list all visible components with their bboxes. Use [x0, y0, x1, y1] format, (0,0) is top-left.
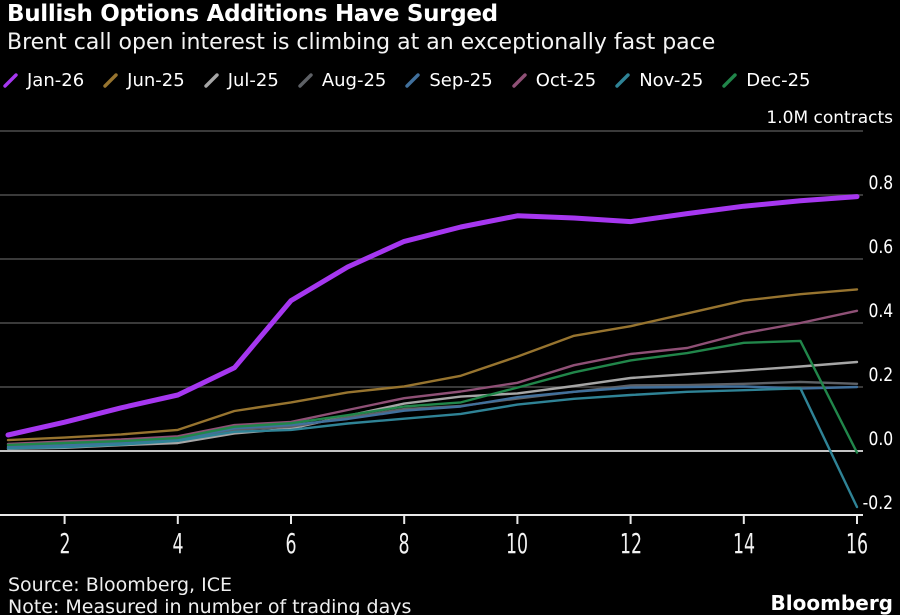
legend-item-label: Aug-25: [321, 70, 387, 91]
y-axis-label: 0.8: [868, 172, 893, 194]
page-subtitle: Brent call open interest is climbing at …: [7, 30, 716, 55]
legend-slash-icon: [203, 73, 219, 88]
x-axis-label: 14: [732, 527, 755, 560]
legend-item-label: Sep-25: [429, 70, 493, 91]
legend-item-sep-25: Sep-25: [405, 70, 493, 91]
legend-slash-icon: [103, 73, 118, 88]
legend-item-label: Nov-25: [639, 70, 704, 91]
series-line-jun-25: [6, 288, 859, 442]
x-axis-label: 10: [506, 527, 529, 560]
x-axis-label: 4: [172, 527, 184, 560]
source-text: Source: Bloomberg, ICE: [8, 574, 233, 596]
note-text: Note: Measured in number of trading days: [8, 596, 412, 615]
legend-slash-icon: [298, 73, 313, 88]
y-axis-label: -0.2: [862, 492, 893, 514]
legend-slash-icon: [405, 73, 421, 88]
bloomberg-logo: Bloomberg: [770, 591, 893, 615]
legend-item-label: Oct-25: [535, 70, 597, 91]
legend-slash-icon: [722, 73, 737, 88]
legend-item-dec-25: Dec-25: [722, 70, 811, 91]
series-line-dec-25: [6, 339, 859, 454]
legend-slash-icon: [3, 73, 18, 88]
legend-item-label: Jul-25: [227, 70, 279, 91]
x-axis-label: 16: [845, 527, 869, 560]
legend-slash-icon: [511, 73, 527, 88]
legend-item-jun-25: Jun-25: [103, 70, 185, 91]
unit-label: 1.0M contracts: [766, 108, 893, 128]
legend-item-label: Dec-25: [746, 70, 811, 91]
series-line-jul-25: [6, 360, 859, 450]
y-axis-label: 0.2: [868, 364, 893, 386]
x-axis-label: 12: [619, 527, 642, 560]
legend-item-oct-25: Oct-25: [511, 70, 597, 91]
x-axis-label: 2: [59, 527, 71, 560]
legend-slash-icon: [615, 73, 630, 88]
legend-item-jul-25: Jul-25: [203, 70, 279, 91]
legend: Jan-26 Jun-25 Jul-25 Aug-25 Sep-25 Oct-25 Nov-…: [3, 70, 811, 91]
legend-item-label: Jun-25: [127, 70, 185, 91]
legend-item-nov-25: Nov-25: [615, 70, 703, 91]
y-axis-label: 0.0: [868, 428, 893, 450]
x-axis-label: 6: [285, 527, 297, 560]
legend-item-aug-25: Aug-25: [298, 70, 387, 91]
x-axis-label: 8: [398, 527, 410, 560]
legend-item-label: Jan-26: [27, 70, 85, 91]
series-line-jan-26: [5, 194, 860, 438]
y-axis-label: 0.4: [868, 300, 893, 322]
series-line-oct-25: [6, 309, 859, 446]
series-line-nov-25: [6, 387, 859, 509]
legend-item-jan-26: Jan-26: [3, 70, 84, 91]
series-line-sep-25: [6, 385, 859, 448]
page-title: Bullish Options Additions Have Surged: [7, 1, 498, 27]
y-axis-label: 0.6: [868, 236, 893, 258]
